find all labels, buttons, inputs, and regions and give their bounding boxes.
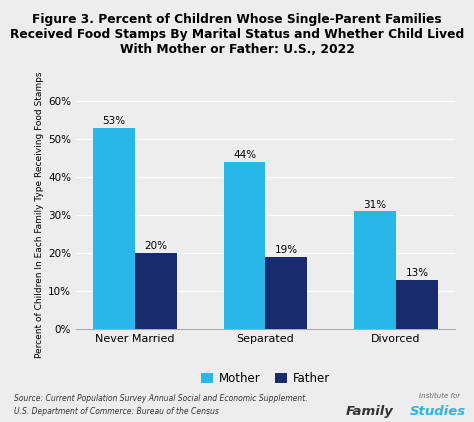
- Bar: [354, 211, 396, 329]
- Text: 53%: 53%: [102, 116, 126, 126]
- Text: Source: Current Population Survey Annual Social and Economic Supplement.: Source: Current Population Survey Annual…: [14, 394, 308, 403]
- Bar: [135, 253, 177, 329]
- Legend: Mother, Father: Mother, Father: [196, 367, 335, 390]
- Text: 31%: 31%: [364, 200, 387, 209]
- Text: Figure 3. Percent of Children Whose Single-Parent Families
Received Food Stamps : Figure 3. Percent of Children Whose Sing…: [10, 13, 464, 56]
- Text: Studies: Studies: [410, 405, 466, 418]
- Text: Institute for: Institute for: [419, 393, 460, 399]
- Bar: [396, 280, 438, 329]
- Text: Family: Family: [346, 405, 394, 418]
- Text: 44%: 44%: [233, 150, 256, 160]
- Y-axis label: Percent of Children In Each Family Type Receiving Food Stamps: Percent of Children In Each Family Type …: [35, 72, 44, 358]
- Bar: [265, 257, 307, 329]
- Bar: [224, 162, 265, 329]
- Text: 19%: 19%: [275, 245, 298, 255]
- Text: U.S. Department of Commerce: Bureau of the Census: U.S. Department of Commerce: Bureau of t…: [14, 407, 219, 416]
- Text: 20%: 20%: [144, 241, 167, 251]
- Bar: [93, 128, 135, 329]
- Text: 13%: 13%: [405, 268, 428, 278]
